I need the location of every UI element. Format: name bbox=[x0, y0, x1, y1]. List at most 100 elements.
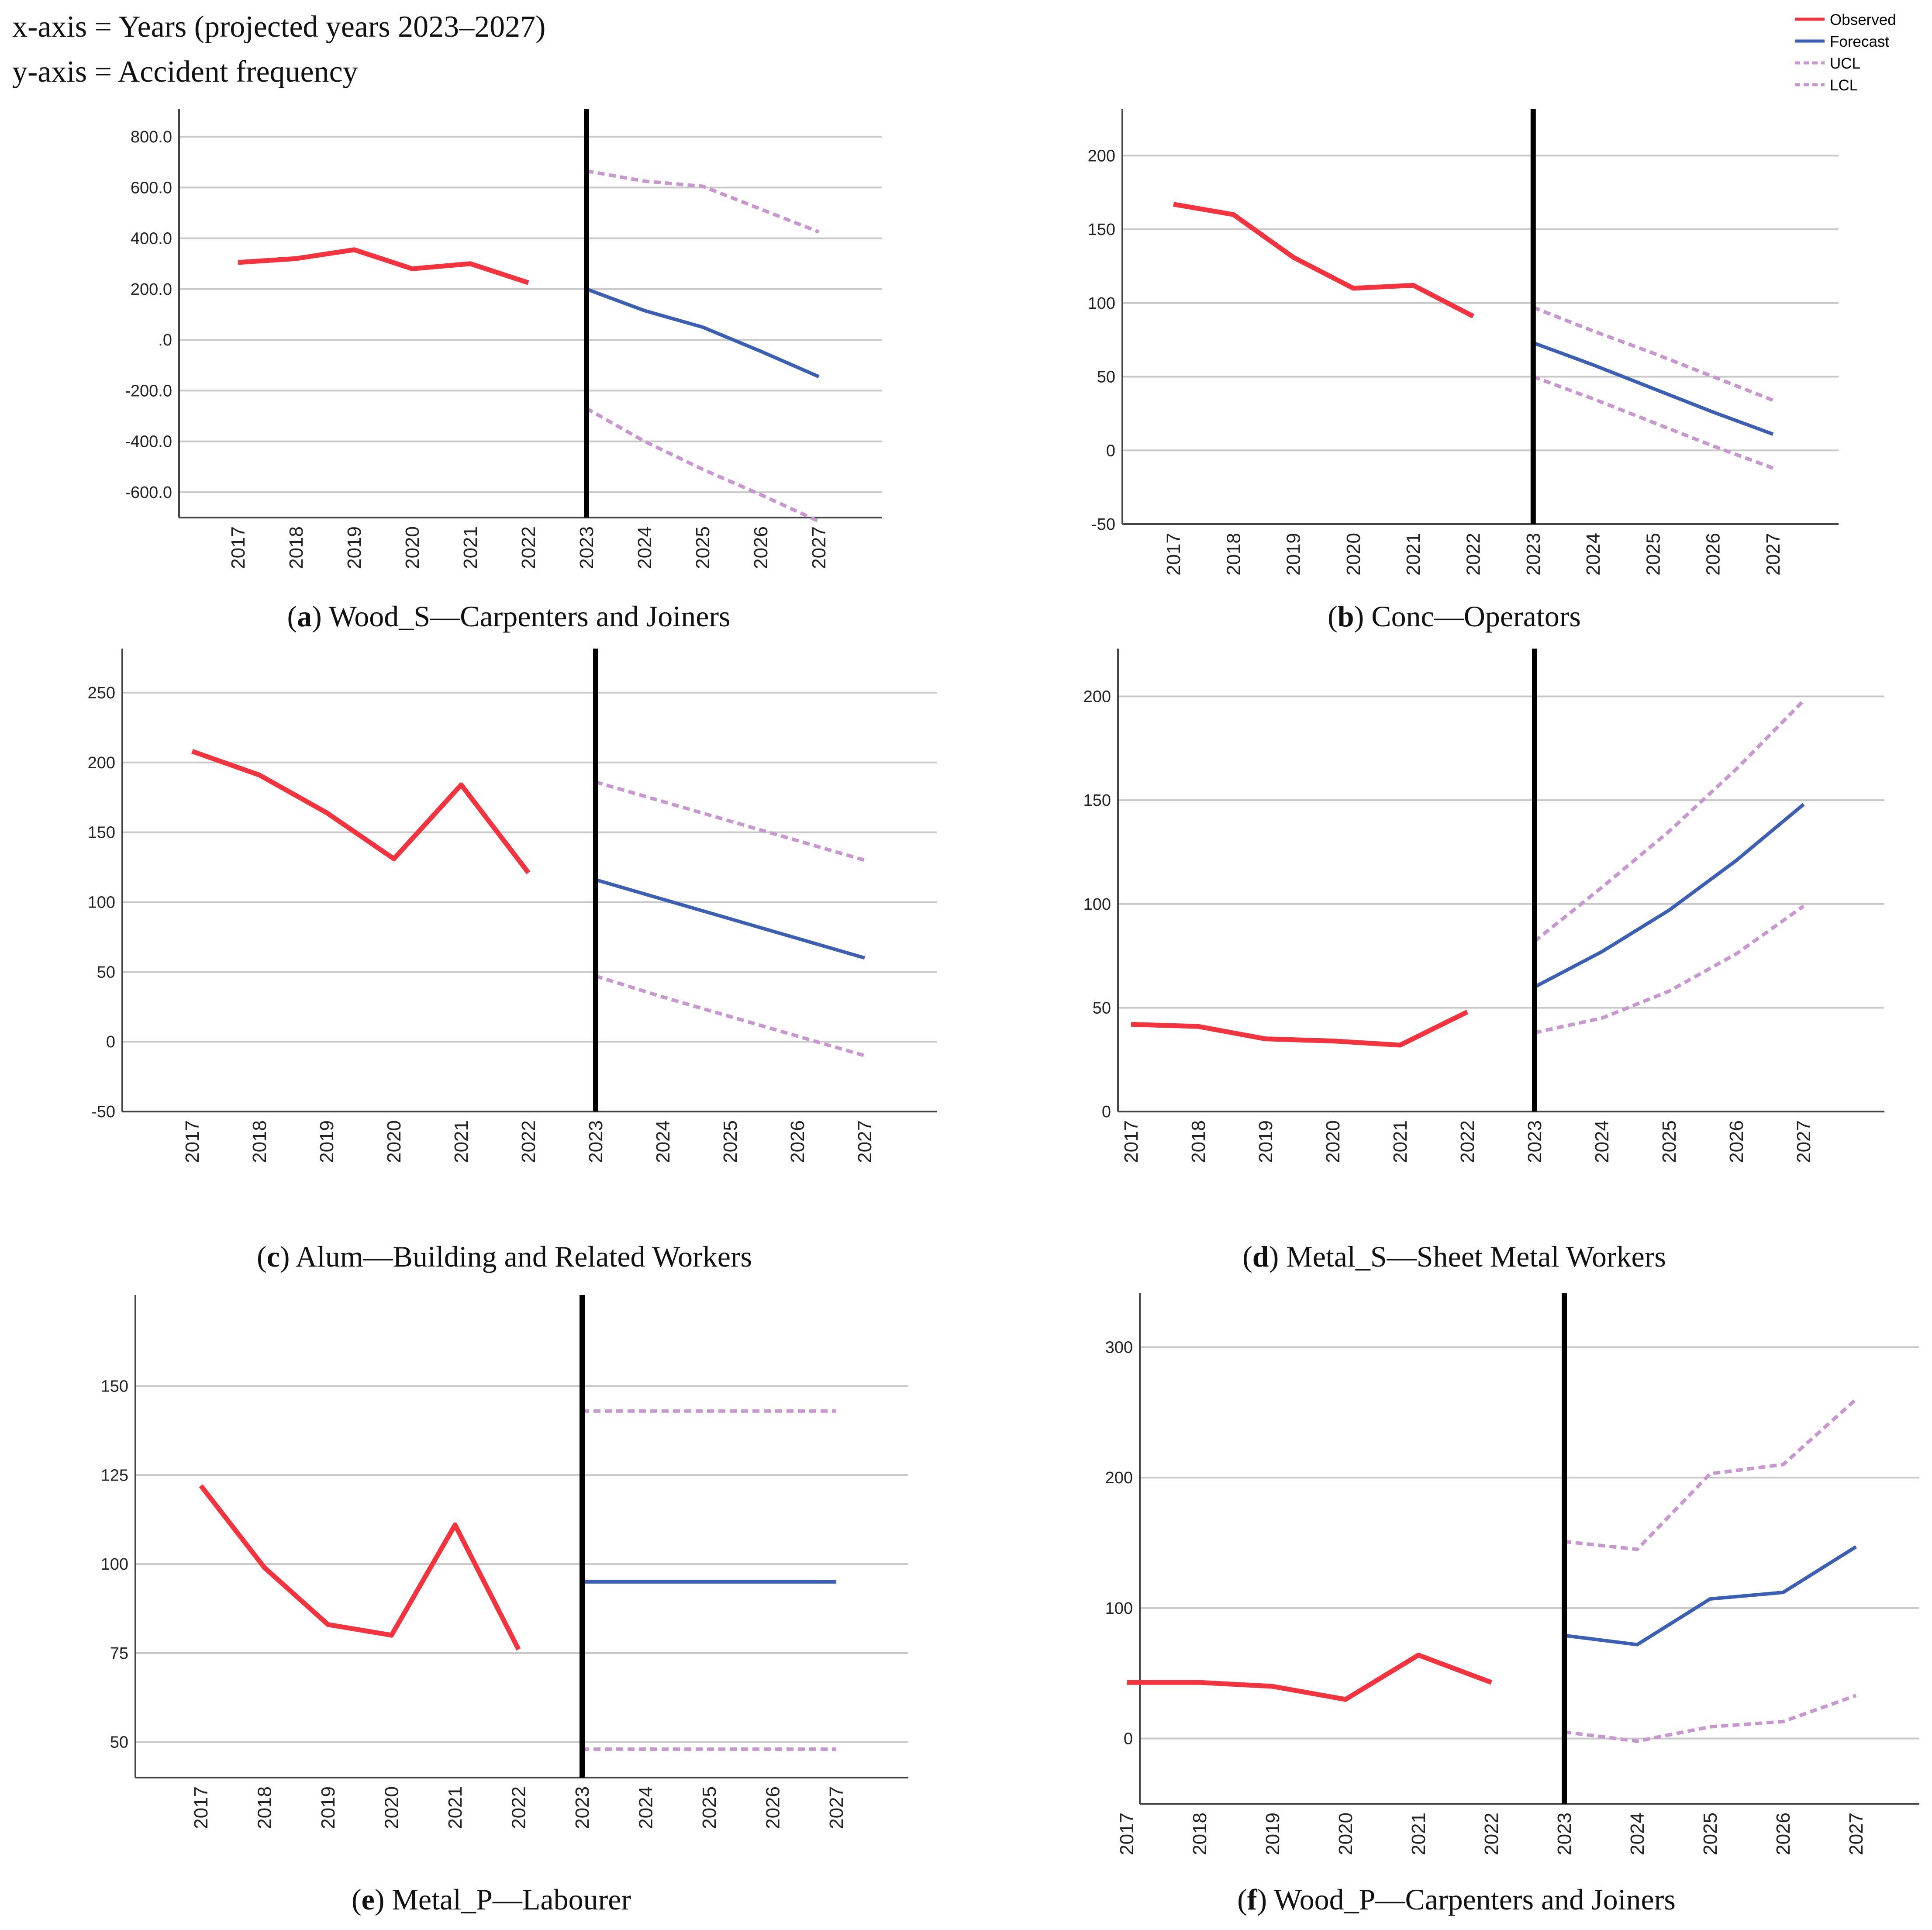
y-tick-label: -50 bbox=[1091, 515, 1115, 534]
x-tick-label: 2017 bbox=[190, 1786, 212, 1829]
series-observed-line bbox=[1127, 1652, 1492, 1702]
x-tick-label: 2027 bbox=[826, 1786, 847, 1829]
x-tick-label: 2025 bbox=[699, 1786, 720, 1829]
y-tick-label: 75 bbox=[110, 1644, 128, 1663]
x-tick-label: 2021 bbox=[1390, 1120, 1411, 1163]
x-tick-label: 2019 bbox=[344, 526, 365, 569]
caption-b: (b) Conc—Operators bbox=[1328, 600, 1581, 633]
y-tick-label: 50 bbox=[97, 963, 115, 981]
x-tick-label: 2020 bbox=[381, 1786, 403, 1829]
x-tick-label: 2027 bbox=[1793, 1120, 1815, 1163]
x-tick-label: 2019 bbox=[316, 1120, 338, 1163]
y-axis-note: y-axis = Accident frequency bbox=[12, 55, 358, 89]
caption-b-letter: b bbox=[1337, 600, 1354, 633]
y-tick-label: -400.0 bbox=[125, 433, 172, 451]
caption-f: (f) Wood_P—Carpenters and Joiners bbox=[1237, 1883, 1676, 1916]
y-tick-label: 150 bbox=[101, 1378, 128, 1396]
x-tick-label: 2022 bbox=[1481, 1813, 1502, 1855]
x-tick-label: 2026 bbox=[1726, 1120, 1747, 1163]
x-tick-label: 2020 bbox=[1322, 1120, 1344, 1163]
x-tick-label: 2019 bbox=[1255, 1120, 1276, 1163]
y-tick-label: 150 bbox=[1083, 791, 1111, 810]
x-tick-label: 2022 bbox=[518, 526, 539, 569]
y-tick-label: 200 bbox=[1088, 147, 1115, 165]
x-axis-note: x-axis = Years (projected years 2023–202… bbox=[12, 10, 546, 44]
x-tick-label: 2023 bbox=[1523, 533, 1544, 576]
y-tick-label: 100 bbox=[1083, 895, 1111, 914]
y-tick-label: 400.0 bbox=[131, 230, 172, 248]
series-observed-line bbox=[191, 749, 531, 874]
series-forecast-line bbox=[1564, 1545, 1857, 1647]
y-tick-label: 0 bbox=[1124, 1730, 1133, 1748]
y-tick-label: -50 bbox=[91, 1103, 115, 1121]
y-tick-label: 100 bbox=[88, 893, 115, 911]
x-tick-label: 2021 bbox=[1408, 1813, 1429, 1855]
series-lcl-line bbox=[586, 407, 820, 523]
y-tick-label: 0 bbox=[106, 1033, 115, 1051]
chart-d: 200 150 100 50 0 2017 2018 2019 2020 2021 2022 2023… bbox=[1083, 649, 1884, 1163]
x-tick-label: 2018 bbox=[286, 526, 307, 569]
caption-d-title: Metal_S—Sheet Metal Workers bbox=[1286, 1240, 1666, 1273]
x-tick-label: 2020 bbox=[383, 1120, 405, 1163]
y-tick-label: 200 bbox=[88, 754, 115, 772]
x-tick-label: 2024 bbox=[1583, 533, 1604, 576]
caption-a-letter: a bbox=[297, 600, 312, 633]
x-tick-label: 2025 bbox=[692, 526, 714, 569]
x-tick-label: 2018 bbox=[1189, 1813, 1211, 1855]
x-tick-label: 2027 bbox=[1846, 1813, 1867, 1855]
x-tick-label: 2024 bbox=[635, 1786, 657, 1829]
series-forecast-line bbox=[595, 878, 866, 960]
series-ucl-line bbox=[1532, 306, 1774, 402]
caption-c: (c) Alum—Building and Related Workers bbox=[257, 1240, 752, 1273]
caption-d-letter: d bbox=[1252, 1240, 1269, 1273]
x-tick-label: 2017 bbox=[228, 526, 249, 569]
x-tick-label: 2026 bbox=[787, 1120, 808, 1163]
x-tick-label: 2020 bbox=[1335, 1813, 1356, 1855]
x-tick-label: 2022 bbox=[1463, 533, 1484, 576]
y-tick-label: 300 bbox=[1105, 1338, 1133, 1357]
y-tick-label: 100 bbox=[101, 1555, 128, 1574]
series-lcl-line bbox=[1532, 375, 1774, 470]
series-ucl-line bbox=[1564, 1398, 1857, 1551]
series-observed-line bbox=[238, 247, 529, 285]
x-tick-label: 2021 bbox=[445, 1786, 466, 1829]
series-forecast-line bbox=[1534, 803, 1805, 989]
y-tick-label: 50 bbox=[1093, 999, 1111, 1017]
x-tick-label: 2017 bbox=[1163, 533, 1184, 576]
series-lcl-line bbox=[595, 974, 866, 1057]
y-tick-label: 125 bbox=[101, 1466, 128, 1485]
y-tick-label: 100 bbox=[1088, 294, 1115, 313]
x-tick-label: 2026 bbox=[750, 526, 772, 569]
caption-a-title: Wood_S—Carpenters and Joiners bbox=[328, 600, 731, 633]
y-tick-label: 200 bbox=[1105, 1469, 1133, 1487]
chart-legend: Observed Forecast UCL LCL bbox=[1795, 11, 1896, 94]
series-forecast-line bbox=[586, 287, 820, 379]
caption-e: (e) Metal_P—Labourer bbox=[351, 1883, 631, 1916]
x-tick-label: 2024 bbox=[634, 526, 656, 569]
series-ucl-line bbox=[586, 169, 820, 234]
y-tick-label: 200 bbox=[1083, 688, 1111, 706]
chart-f: 300 200 100 0 2017 2018 2019 2020 2021 2022 2023 20… bbox=[1105, 1293, 1919, 1855]
y-tick-label: 50 bbox=[1097, 368, 1115, 387]
chart-b: 200 150 100 50 0 -50 2017 2018 2019 2020 2021 2022 2… bbox=[1088, 109, 1839, 576]
series-observed-line bbox=[1131, 1009, 1469, 1048]
x-tick-label: 2017 bbox=[1116, 1813, 1138, 1855]
x-tick-label: 2018 bbox=[254, 1786, 276, 1829]
x-tick-label: 2017 bbox=[182, 1120, 203, 1163]
y-tick-label: 600.0 bbox=[131, 179, 172, 197]
legend-forecast-label: Forecast bbox=[1830, 33, 1889, 50]
y-tick-label: 150 bbox=[88, 824, 115, 842]
series-lcl-line bbox=[1564, 1694, 1857, 1743]
y-tick-label: 100 bbox=[1105, 1599, 1133, 1618]
x-tick-label: 2024 bbox=[652, 1120, 674, 1163]
y-tick-label: 50 bbox=[110, 1733, 128, 1752]
x-tick-label: 2018 bbox=[1223, 533, 1244, 576]
x-tick-label: 2019 bbox=[1283, 533, 1304, 576]
y-tick-label: 250 bbox=[88, 684, 115, 702]
caption-f-letter: f bbox=[1247, 1883, 1257, 1916]
legend-ucl-label: UCL bbox=[1830, 55, 1860, 72]
x-tick-label: 2025 bbox=[720, 1120, 741, 1163]
caption-b-title: Conc—Operators bbox=[1371, 600, 1581, 633]
x-tick-label: 2025 bbox=[1700, 1813, 1721, 1855]
caption-e-title: Metal_P—Labourer bbox=[392, 1883, 631, 1916]
